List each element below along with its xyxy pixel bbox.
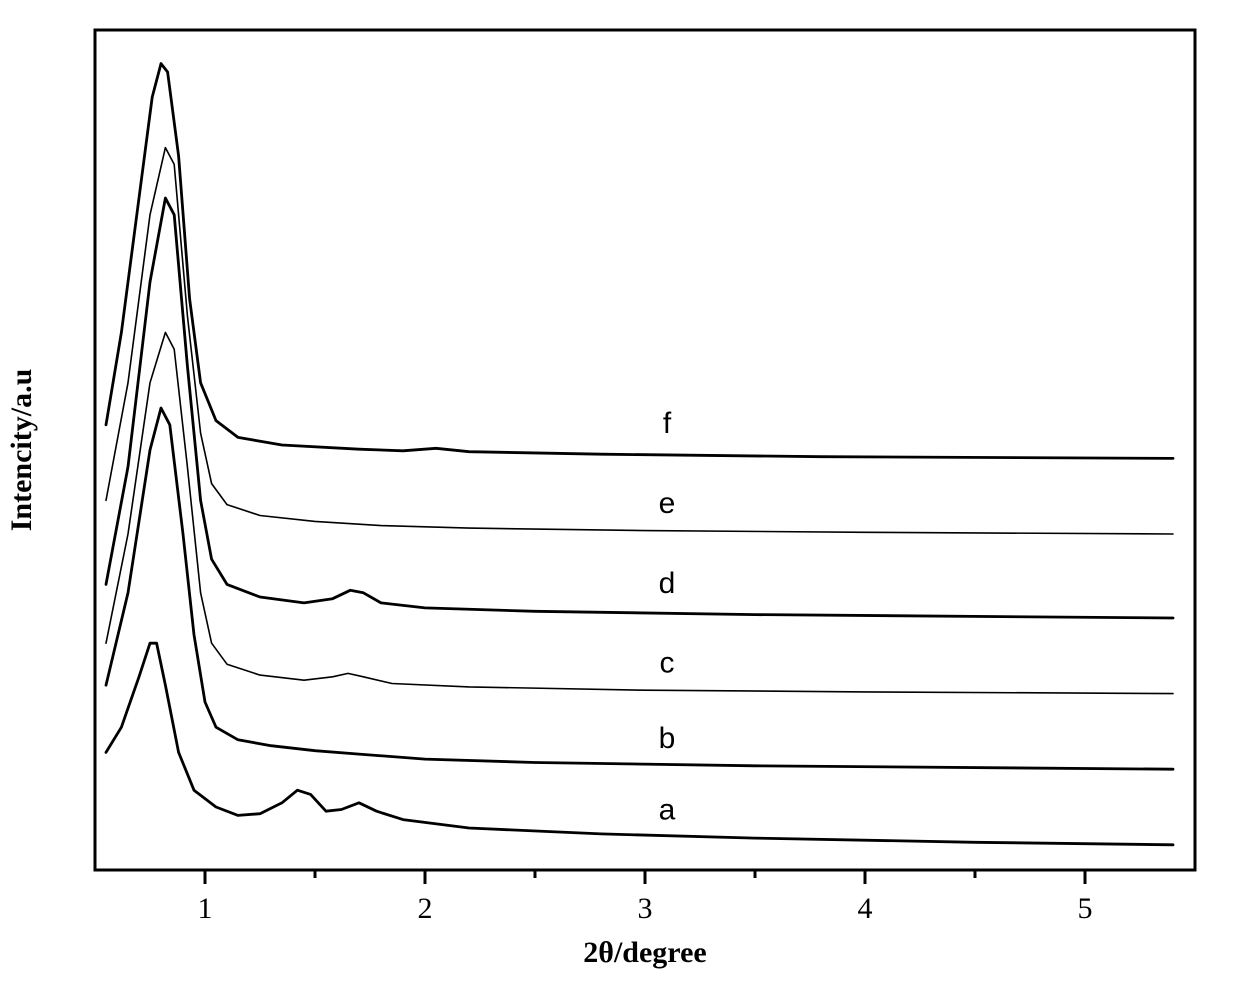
series-label-d: d xyxy=(659,567,676,600)
x-tick-label: 4 xyxy=(858,892,873,925)
xrd-chart: Intencity/a.u 2θ/degree 12345abcdef xyxy=(0,0,1240,982)
series-line-b xyxy=(106,408,1173,769)
series-label-f: f xyxy=(663,407,672,440)
x-tick-label: 2 xyxy=(418,892,433,925)
x-tick-label: 5 xyxy=(1078,892,1093,925)
series-line-d xyxy=(106,198,1173,618)
x-tick-label: 1 xyxy=(198,892,213,925)
chart-svg: 1 2 3 4 5 a b c d e f xyxy=(0,0,1240,982)
series-label-e: e xyxy=(659,487,676,520)
series-label-a: a xyxy=(659,794,676,827)
x-tick-label: 3 xyxy=(638,892,653,925)
series-line-e xyxy=(106,148,1173,534)
series-label-c: c xyxy=(660,647,675,680)
series-label-b: b xyxy=(659,722,676,755)
series-line-f xyxy=(106,64,1173,459)
series-line-c xyxy=(106,332,1173,693)
